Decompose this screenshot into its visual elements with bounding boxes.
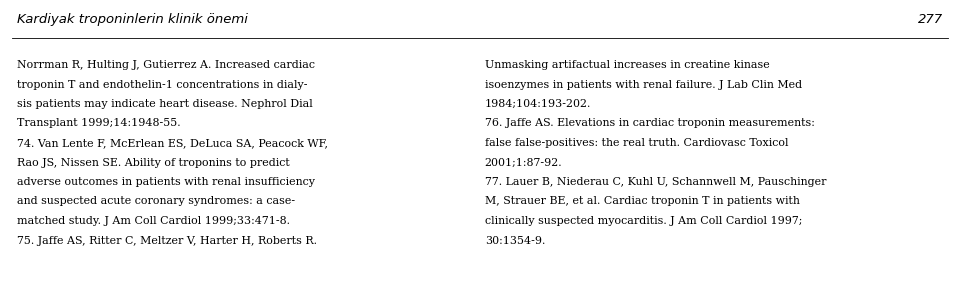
Text: false false-positives: the real truth. Cardiovasc Toxicol: false false-positives: the real truth. C…: [485, 138, 788, 148]
Text: sis patients may indicate heart disease. Nephrol Dial: sis patients may indicate heart disease.…: [17, 99, 313, 109]
Text: 76. Jaffe AS. Elevations in cardiac troponin measurements:: 76. Jaffe AS. Elevations in cardiac trop…: [485, 118, 815, 129]
Text: troponin T and endothelin-1 concentrations in dialy-: troponin T and endothelin-1 concentratio…: [17, 79, 308, 89]
Text: Unmasking artifactual increases in creatine kinase: Unmasking artifactual increases in creat…: [485, 60, 770, 70]
Text: 1984;104:193-202.: 1984;104:193-202.: [485, 99, 591, 109]
Text: M, Strauer BE, et al. Cardiac troponin T in patients with: M, Strauer BE, et al. Cardiac troponin T…: [485, 197, 800, 207]
Text: 75. Jaffe AS, Ritter C, Meltzer V, Harter H, Roberts R.: 75. Jaffe AS, Ritter C, Meltzer V, Harte…: [17, 236, 317, 246]
Text: Norrman R, Hulting J, Gutierrez A. Increased cardiac: Norrman R, Hulting J, Gutierrez A. Incre…: [17, 60, 315, 70]
Text: 74. Van Lente F, McErlean ES, DeLuca SA, Peacock WF,: 74. Van Lente F, McErlean ES, DeLuca SA,…: [17, 138, 328, 148]
Text: 277: 277: [918, 13, 943, 26]
Text: Rao JS, Nissen SE. Ability of troponins to predict: Rao JS, Nissen SE. Ability of troponins …: [17, 158, 290, 168]
Text: 30:1354-9.: 30:1354-9.: [485, 236, 545, 246]
Text: Kardiyak troponinlerin klinik önemi: Kardiyak troponinlerin klinik önemi: [17, 13, 248, 26]
Text: and suspected acute coronary syndromes: a case-: and suspected acute coronary syndromes: …: [17, 197, 296, 207]
Text: 77. Lauer B, Niederau C, Kuhl U, Schannwell M, Pauschinger: 77. Lauer B, Niederau C, Kuhl U, Schannw…: [485, 177, 827, 187]
Text: clinically suspected myocarditis. J Am Coll Cardiol 1997;: clinically suspected myocarditis. J Am C…: [485, 216, 803, 226]
Text: isoenzymes in patients with renal failure. J Lab Clin Med: isoenzymes in patients with renal failur…: [485, 79, 802, 89]
Text: matched study. J Am Coll Cardiol 1999;33:471-8.: matched study. J Am Coll Cardiol 1999;33…: [17, 216, 290, 226]
Text: Transplant 1999;14:1948-55.: Transplant 1999;14:1948-55.: [17, 118, 180, 129]
Text: adverse outcomes in patients with renal insufficiency: adverse outcomes in patients with renal …: [17, 177, 315, 187]
Text: 2001;1:87-92.: 2001;1:87-92.: [485, 158, 563, 168]
